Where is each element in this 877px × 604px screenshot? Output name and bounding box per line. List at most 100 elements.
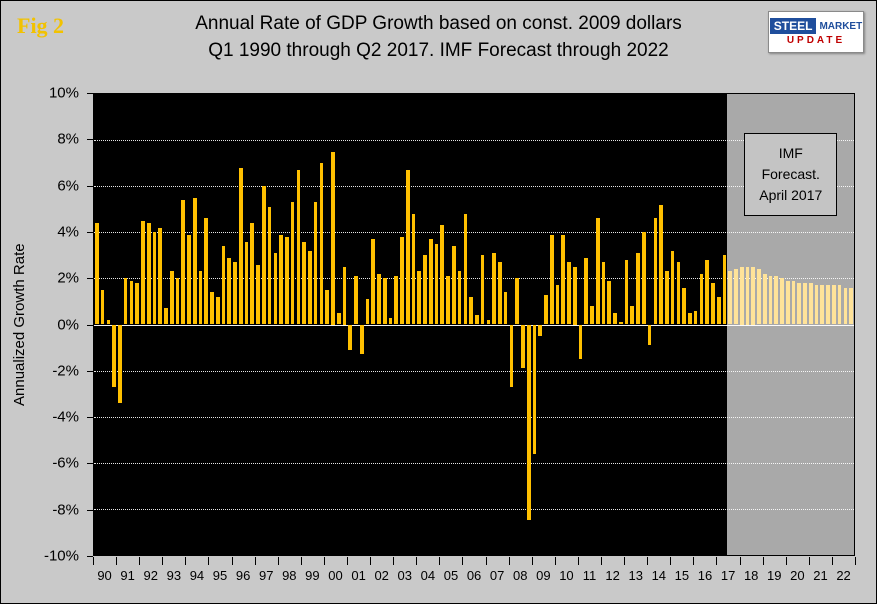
gdp-growth-bar: [233, 262, 237, 325]
gdp-growth-bar: [123, 278, 128, 325]
gdp-growth-bar: [204, 218, 209, 325]
x-axis-year-label: 03: [397, 568, 412, 583]
x-axis-tick-mark: [370, 557, 372, 565]
gdp-growth-bar: [618, 322, 623, 325]
y-axis-tick-label: 0%: [57, 316, 79, 333]
gridline: [94, 278, 854, 280]
gdp-growth-bar: [607, 280, 612, 325]
gdp-growth-bar: [595, 218, 600, 325]
x-axis-tick-mark: [162, 557, 164, 565]
imf-annotation-line3: April 2017: [759, 187, 823, 204]
gdp-growth-bar: [503, 292, 508, 325]
gdp-growth-bar: [227, 257, 232, 325]
gdp-growth-bar: [336, 312, 341, 325]
y-axis-tick-label: -10%: [43, 547, 79, 565]
forecast-bar: [739, 266, 744, 325]
forecast-bar: [808, 283, 813, 325]
x-axis-year-label: 05: [443, 568, 459, 583]
x-axis-year-label: 10: [559, 568, 574, 583]
figure-label: Fig 2: [17, 13, 65, 38]
gdp-growth-bar: [457, 271, 462, 325]
gdp-growth-bar: [601, 262, 606, 325]
gdp-growth-bar: [262, 186, 266, 325]
gdp-growth-bar: [158, 227, 163, 325]
gdp-growth-bar: [624, 259, 629, 325]
gdp-growth-bar: [630, 306, 635, 325]
x-axis-year-label: 16: [697, 568, 713, 583]
forecast-bar: [814, 285, 819, 325]
forecast-bar: [745, 266, 750, 325]
gdp-growth-bar: [452, 246, 456, 325]
x-axis-tick-mark: [855, 557, 856, 565]
x-axis-tick-mark: [231, 557, 233, 565]
gdp-growth-bar: [244, 241, 249, 325]
gdp-growth-bar: [613, 312, 617, 325]
gridline: [94, 462, 854, 464]
gdp-growth-bar: [486, 319, 491, 325]
gdp-growth-bar: [359, 324, 364, 355]
x-axis-year-label: 12: [605, 568, 620, 583]
x-axis-year-label: 92: [143, 568, 158, 583]
forecast-bar: [791, 280, 796, 325]
x-axis-year-label: 00: [328, 568, 343, 583]
forecast-bar: [762, 273, 767, 325]
x-axis-year-label: 02: [374, 568, 389, 583]
gridline: [94, 370, 854, 372]
x-axis-year-label: 09: [536, 568, 551, 583]
gdp-growth-bar: [302, 241, 306, 325]
x-axis-tick-mark: [116, 557, 118, 565]
y-axis-labels: 10% 8% 6% 4% 2% 0% -2% -4% -6% -8% -10%: [1, 85, 93, 565]
gdp-growth-bar: [354, 276, 358, 325]
gdp-growth-bar: [129, 280, 134, 325]
zero-gridline: [94, 324, 854, 326]
chart-title-line2: Q1 1990 through Q2 2017. IMF Forecast th…: [208, 39, 669, 61]
forecast-bar: [843, 287, 848, 325]
gdp-growth-bar: [555, 285, 560, 325]
gdp-growth-bar: [106, 319, 111, 325]
forecast-bar: [774, 276, 779, 325]
x-axis-tick-mark: [439, 557, 441, 565]
x-axis-tick-mark: [254, 557, 256, 565]
y-axis-tick-mark: [87, 556, 93, 557]
x-axis-tick-mark: [323, 557, 325, 565]
gdp-growth-bar: [411, 213, 416, 325]
gdp-growth-bar: [521, 324, 525, 369]
gdp-growth-bar: [319, 163, 324, 325]
x-axis-tick-mark: [208, 557, 210, 565]
forecast-bar: [826, 285, 830, 325]
gdp-growth-bar: [382, 278, 387, 325]
gdp-growth-bar: [273, 253, 278, 325]
forecast-bar: [785, 280, 790, 325]
gdp-growth-bar: [561, 234, 566, 325]
x-axis-tick-mark: [393, 557, 395, 565]
gdp-growth-bar: [549, 234, 554, 325]
gdp-growth-bar: [716, 296, 721, 325]
gdp-growth-bar: [164, 308, 168, 325]
y-axis-tick-mark: [87, 278, 93, 280]
y-axis-tick-mark: [87, 370, 93, 372]
gdp-growth-bar: [290, 202, 295, 325]
gridline: [94, 140, 854, 142]
gdp-growth-bar: [365, 299, 370, 325]
x-axis-tick-mark: [416, 557, 418, 565]
gdp-growth-bar: [146, 223, 151, 325]
x-axis-tick-mark: [693, 557, 695, 565]
y-axis-tick-label: 4%: [57, 223, 79, 241]
y-axis-tick-label: -6%: [52, 454, 79, 472]
y-axis-tick-mark: [87, 417, 93, 419]
forecast-bar: [780, 278, 784, 325]
gdp-growth-bar: [95, 223, 99, 325]
x-axis-tick-mark: [601, 557, 602, 565]
forecast-bar: [837, 285, 842, 325]
gdp-growth-bar: [642, 232, 646, 325]
gdp-growth-bar: [394, 276, 399, 325]
plot-area: IMF Forecast. April 2017: [93, 93, 855, 556]
gridline: [94, 232, 854, 234]
x-axis-tick-mark: [185, 557, 187, 565]
gdp-growth-bar: [118, 324, 122, 403]
x-axis-tick-mark: [462, 557, 464, 565]
x-axis-tick-mark: [508, 557, 510, 565]
gdp-growth-bar: [480, 255, 485, 325]
forecast-bar: [797, 283, 802, 325]
